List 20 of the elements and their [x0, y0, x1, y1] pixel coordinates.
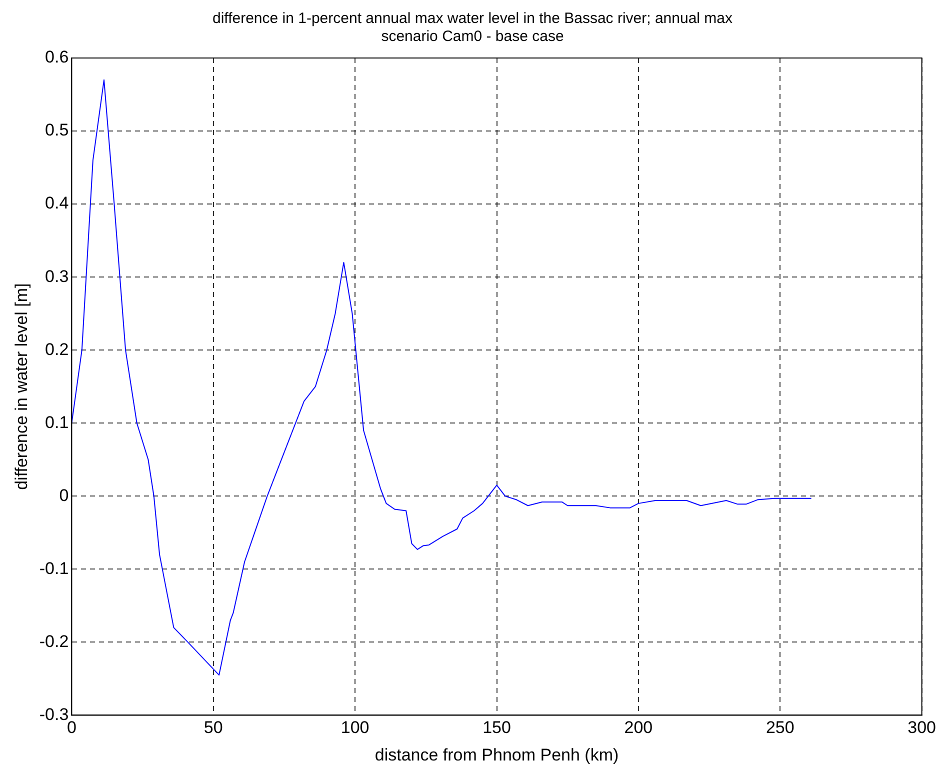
x-tick-label: 100	[340, 718, 370, 738]
y-tick-label: 0.5	[45, 120, 69, 140]
y-tick-label: 0.2	[45, 340, 69, 359]
x-tick-label: 300	[908, 718, 936, 738]
y-tick-label: -0.2	[39, 632, 69, 651]
x-tick-label: 50	[204, 718, 223, 738]
x-tick-label: 200	[624, 718, 653, 738]
y-tick-label: -0.1	[39, 558, 69, 578]
x-tick-label: 250	[766, 718, 794, 738]
x-axis-title: distance from Phnom Penh (km)	[374, 745, 619, 764]
y-tick-label: 0.1	[45, 412, 69, 432]
y-tick-label: 0.6	[45, 48, 69, 67]
y-tick-label: 0.3	[45, 266, 69, 286]
y-tick-label: -0.3	[39, 704, 69, 724]
text: scenario Cam0 - base case	[381, 28, 564, 46]
y-tick-label: 0.4	[45, 194, 69, 213]
y-tick-label: 0	[59, 486, 69, 505]
x-tick-label: 150	[482, 718, 511, 738]
text: difference in 1-percent annual max water level in the Bassac river; annual max	[212, 10, 732, 28]
y-axis-title: difference in water level [m]	[12, 283, 31, 490]
